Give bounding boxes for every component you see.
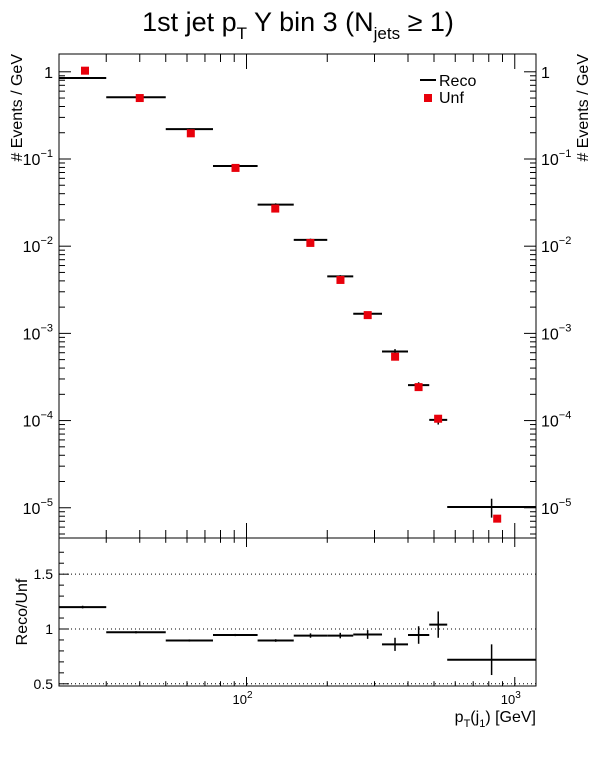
y-axis-label-right: # Events / GeV	[575, 54, 592, 162]
data-layer	[59, 66, 536, 676]
unf-marker	[336, 275, 345, 284]
y-tick-label-left: 1	[44, 65, 53, 82]
y-tick-label-right: 1	[541, 65, 550, 82]
ratio-y-tick-label: 0.5	[34, 676, 54, 692]
y-tick-label-right: 10−2	[541, 235, 571, 256]
y-tick-label-left: 10−5	[23, 497, 53, 518]
y-tick-label-right: 10−5	[541, 497, 571, 518]
axes-layer: 102 103 1 1 10−1 10−1 10−2 10−2 10−3 10−3 10−4 10−4…	[23, 54, 571, 707]
y-tick-label-right: 10−4	[541, 410, 571, 431]
y-tick-label-right: 10−1	[541, 148, 571, 169]
unf-marker	[363, 311, 372, 320]
x-tick-label: 103	[501, 690, 521, 707]
unf-marker	[231, 163, 240, 172]
ratio-y-tick-label: 1.5	[34, 566, 54, 582]
upper-plot-frame	[58, 53, 537, 539]
title-subscript-t: T	[237, 24, 247, 43]
legend-unf-label: Unf	[439, 90, 464, 107]
legend-unf-marker	[424, 94, 432, 102]
ratio-y-tick-label: 1	[45, 621, 53, 637]
title-subscript-jets: jets	[373, 24, 400, 43]
legend-reco-label: Reco	[439, 73, 476, 90]
unf-marker	[135, 94, 144, 103]
unf-marker	[80, 66, 89, 75]
unf-marker	[493, 514, 502, 523]
unf-marker	[434, 414, 443, 423]
grid-layer	[59, 573, 536, 685]
unf-marker	[414, 383, 423, 392]
y-tick-label-left: 10−2	[23, 235, 53, 256]
y-tick-label-left: 10−3	[23, 322, 53, 343]
unf-marker	[186, 129, 195, 138]
x-axis-label: pT(j1) [GeV]	[455, 709, 536, 730]
y-tick-label-right: 10−3	[541, 322, 571, 343]
unf-marker	[391, 352, 400, 361]
chart-title: 1st jet pT Y bin 3 (Njets ≥ 1)	[142, 7, 454, 43]
y-tick-label-left: 10−4	[23, 410, 53, 431]
y-axis-label-left: # Events / GeV	[9, 54, 26, 162]
unf-marker	[306, 238, 315, 247]
legend: Reco Unf	[420, 73, 476, 107]
x-tick-label: 102	[232, 690, 252, 707]
unf-marker	[271, 204, 280, 213]
y-tick-label-left: 10−1	[23, 148, 53, 169]
ratio-y-axis-label: Reco/Unf	[14, 578, 31, 645]
ratio-plot-frame	[58, 537, 537, 687]
